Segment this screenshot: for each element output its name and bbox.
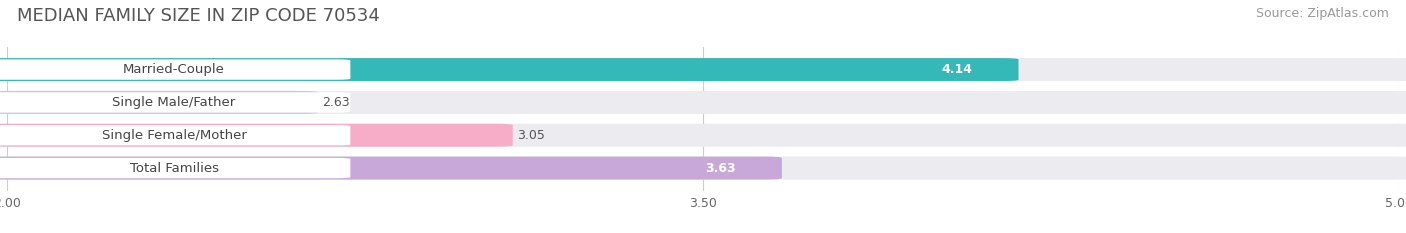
FancyBboxPatch shape — [0, 158, 350, 178]
FancyBboxPatch shape — [0, 58, 1406, 81]
FancyBboxPatch shape — [0, 124, 513, 147]
FancyBboxPatch shape — [0, 125, 350, 145]
Text: 3.05: 3.05 — [517, 129, 546, 142]
FancyBboxPatch shape — [0, 91, 318, 114]
FancyBboxPatch shape — [0, 58, 1018, 81]
FancyBboxPatch shape — [0, 91, 1406, 114]
Text: Married-Couple: Married-Couple — [124, 63, 225, 76]
Text: Source: ZipAtlas.com: Source: ZipAtlas.com — [1256, 7, 1389, 20]
FancyBboxPatch shape — [0, 157, 782, 180]
Text: Single Female/Mother: Single Female/Mother — [101, 129, 246, 142]
Text: 2.63: 2.63 — [322, 96, 350, 109]
Text: 3.63: 3.63 — [704, 161, 735, 175]
FancyBboxPatch shape — [0, 59, 350, 80]
Text: 4.14: 4.14 — [941, 63, 972, 76]
Text: Total Families: Total Families — [129, 161, 218, 175]
Text: Single Male/Father: Single Male/Father — [112, 96, 236, 109]
Text: MEDIAN FAMILY SIZE IN ZIP CODE 70534: MEDIAN FAMILY SIZE IN ZIP CODE 70534 — [17, 7, 380, 25]
FancyBboxPatch shape — [0, 157, 1406, 180]
FancyBboxPatch shape — [0, 124, 1406, 147]
FancyBboxPatch shape — [0, 92, 350, 113]
